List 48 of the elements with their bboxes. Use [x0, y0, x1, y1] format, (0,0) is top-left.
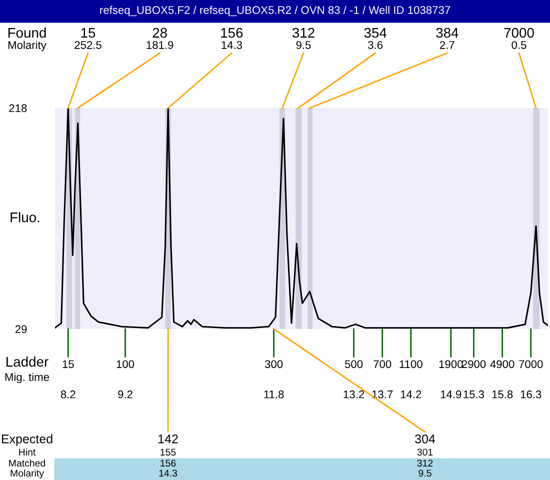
annotation: 15 — [62, 360, 74, 368]
y-axis-title: Fluo. — [10, 212, 40, 222]
annotation: 156 14.3 — [221, 28, 243, 49]
x-tick-label: 14.9 — [440, 390, 462, 398]
y-tick-label: 29 — [15, 325, 27, 334]
x-tick-label: 13.7 — [372, 390, 393, 398]
annotation: 15 252.5 — [74, 28, 102, 49]
text: 156 — [160, 460, 176, 467]
annotation: 500 — [344, 360, 363, 368]
annotation: 4900 — [490, 360, 514, 368]
x-tick-label: 13.2 — [344, 390, 364, 398]
text: 304 — [415, 434, 436, 444]
x-tick-label: 16.3 — [520, 390, 542, 398]
annotation: 1100 — [400, 360, 422, 368]
text: 9.5 — [418, 470, 432, 477]
y-tick-label: 218 — [9, 104, 27, 112]
text: 142 — [158, 434, 178, 444]
annotation: 384 2.7 — [436, 28, 458, 49]
annotation: 700 — [374, 360, 392, 368]
annotation: 28 181.9 — [146, 28, 174, 49]
annotation: 300 — [264, 360, 283, 368]
chart-title: refseq_UBOX5.F2 / refseq_UBOX5.R2 / OVN 83 / -1 / Well ID 1038737 — [100, 6, 450, 16]
x-tick-label: 11.8 — [264, 390, 284, 398]
text: Molarity — [10, 469, 44, 479]
annotation: 2900 — [462, 360, 486, 368]
text: 14.3 — [159, 470, 178, 477]
text: 155 — [160, 448, 176, 456]
x-tick-label: 15.8 — [492, 390, 513, 398]
x-tick-label: 9.2 — [118, 390, 132, 398]
text: Hint — [19, 448, 36, 456]
annotation: 354 3.6 — [364, 28, 387, 49]
text: Expected — [2, 434, 52, 446]
x-tick-label: 14.2 — [400, 390, 422, 398]
annotation: 312 9.5 — [292, 28, 314, 49]
text: 301 — [417, 448, 433, 456]
text: Found — [8, 28, 46, 38]
text: Molarity — [8, 40, 46, 52]
annotation: 1900 — [439, 360, 463, 368]
text: Matched — [9, 459, 46, 467]
x-tick-label: 8.2 — [60, 390, 76, 398]
line-series — [55, 108, 548, 329]
x-axis-title: Mig. time — [5, 372, 50, 384]
text: 312 — [417, 460, 433, 467]
x-tick-label: 15.3 — [464, 390, 484, 398]
annotation: 7000 — [519, 360, 543, 368]
annotation: 7000 0.5 — [504, 28, 534, 49]
text: Ladder — [6, 356, 48, 367]
annotation: 100 — [116, 360, 134, 368]
